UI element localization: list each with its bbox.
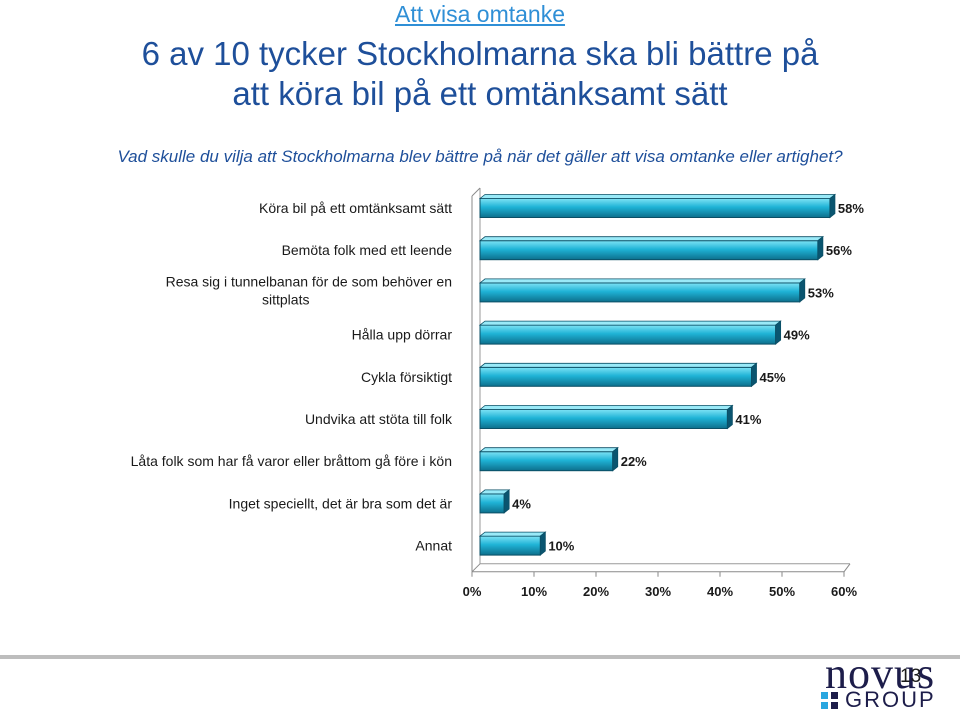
x-tick-label: 40% (707, 584, 733, 599)
bar-value-label: 4% (512, 496, 531, 511)
bar-end-cap (775, 320, 782, 345)
category-label: Undvika att stöta till folk (305, 411, 453, 427)
axis-depth-bottom (471, 563, 481, 573)
bar (479, 493, 505, 514)
bar-end-cap (503, 489, 510, 514)
chart-bars (478, 193, 837, 556)
chart-axes: 0% 10% 20% 30% 40% 50% 60% (463, 187, 857, 599)
survey-question: Vad skulle du vilja att Stockholmarna bl… (117, 147, 843, 166)
category-label: sittplats (262, 291, 309, 307)
bar-end-cap (726, 404, 733, 430)
bar-end-cap (612, 446, 619, 472)
x-tick-label: 20% (583, 584, 609, 599)
bar-top-face (478, 405, 734, 410)
bar-top-face (478, 194, 837, 199)
bar-value-label: 58% (838, 201, 864, 216)
bar (479, 409, 728, 429)
page-number: 13 (900, 666, 922, 687)
bar (479, 240, 819, 261)
category-label: Köra bil på ett omtänksamt sätt (259, 200, 452, 216)
axis-depth-right (843, 563, 851, 573)
logo-squares-icon (821, 692, 839, 710)
bar-top-face (478, 531, 547, 537)
logo-group-text: GROUP (845, 687, 936, 712)
category-label: Cykla försiktigt (361, 369, 452, 385)
bar-top-face (478, 320, 782, 326)
x-tick-label: 30% (645, 584, 671, 599)
x-tick-label: 50% (769, 584, 795, 599)
bar (479, 198, 831, 218)
bar (479, 282, 801, 303)
title-line-2: att köra bil på ett omtänksamt sätt (232, 75, 728, 112)
bar (479, 451, 614, 472)
bar-top-face (478, 236, 825, 242)
bar-end-cap (829, 193, 836, 219)
bar-end-cap (817, 235, 824, 261)
bar-end-cap (539, 531, 546, 556)
title-line-1: 6 av 10 tycker Stockholmarna ska bli bät… (141, 35, 819, 72)
bar-top-face (478, 278, 806, 284)
bar-value-label: 49% (784, 328, 810, 343)
bar-end-cap (799, 278, 806, 303)
bar (479, 535, 541, 556)
novus-logo: novus GROUP (815, 652, 955, 714)
bar-value-label: 56% (826, 243, 852, 258)
bar-top-face (478, 362, 758, 368)
bar-top-face (478, 447, 619, 453)
footer-divider (0, 655, 960, 659)
category-label: Låta folk som har få varor eller bråttom… (131, 453, 452, 469)
bar-chart: 0% 10% 20% 30% 40% 50% 60% 58% Köra bil på ett … (131, 187, 865, 599)
section-heading: Att visa omtanke (394, 1, 566, 27)
x-tick-label: 0% (463, 584, 482, 599)
category-label: Annat (415, 538, 452, 554)
category-label: Hålla upp dörrar (352, 327, 453, 343)
logo-wordmark: novus (825, 649, 936, 698)
page-title: 6 av 10 tycker Stockholmarna ska bli bät… (40, 34, 920, 114)
chart-labels: 58% Köra bil på ett omtänksamt sätt 56% Bem… (131, 200, 865, 554)
category-label: Bemöta folk med ett leende (282, 242, 453, 258)
axis-depth-top (471, 187, 481, 197)
x-tick-label: 10% (521, 584, 547, 599)
category-label: Resa sig i tunnelbanan för de som behöve… (166, 273, 452, 289)
bar (479, 324, 777, 345)
bar-value-label: 45% (760, 370, 786, 385)
bar-value-label: 41% (735, 412, 761, 427)
bar-end-cap (751, 362, 757, 388)
x-tick-label: 60% (831, 584, 857, 599)
bar-value-label: 53% (808, 285, 834, 300)
category-label: Inget speciellt, det är bra som det är (229, 495, 453, 511)
bar-value-label: 22% (621, 454, 647, 469)
bar (479, 366, 752, 387)
bar-value-label: 10% (548, 539, 574, 554)
